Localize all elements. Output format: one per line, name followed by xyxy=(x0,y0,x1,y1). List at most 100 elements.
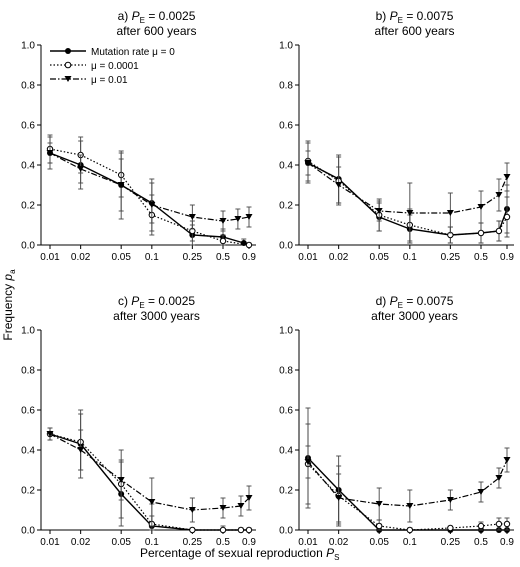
data-point-open-circle xyxy=(495,520,503,528)
x-tick-label: 0.1 xyxy=(403,252,417,263)
y-tick-label: 0.4 xyxy=(21,161,35,172)
data-point-open-circle xyxy=(219,237,227,245)
y-tick-label: 0.2 xyxy=(21,201,35,212)
panel-title: b) PE = 0.0075 xyxy=(376,9,454,25)
data-point-open-circle xyxy=(237,526,245,534)
data-point-open-circle xyxy=(477,522,485,530)
chart-panel-4: 0.0 0.2 0.4 0.6 0.8 1.0 0.01 0.02 0.05 0.1 0.25 0.5… xyxy=(279,294,514,548)
series-1 xyxy=(47,409,252,533)
y-tick-label: 1.0 xyxy=(279,326,293,337)
data-point-filled-triangle xyxy=(148,202,156,208)
legend: Mutation rate μ = 0 μ = 0.0001 μ = 0.01 xyxy=(50,47,175,86)
data-point-open-circle xyxy=(219,526,227,534)
data-point-filled-triangle xyxy=(304,459,312,465)
y-tick-label: 0.4 xyxy=(279,161,293,172)
data-point-filled-triangle xyxy=(234,216,242,222)
data-point-filled-triangle xyxy=(375,208,383,214)
y-tick-label: 0.8 xyxy=(279,81,293,92)
panel-subtitle: after 3000 years xyxy=(371,309,458,323)
y-tick-label: 0.6 xyxy=(279,406,293,417)
x-tick-label: 0.1 xyxy=(145,252,159,263)
x-tick-label: 0.1 xyxy=(403,537,417,548)
x-tick-label: 0.9 xyxy=(242,252,256,263)
x-tick-label: 0.01 xyxy=(298,252,318,263)
y-tick-label: 0.2 xyxy=(279,201,293,212)
x-tick-label: 0.25 xyxy=(441,252,461,263)
data-point-open-circle xyxy=(406,526,414,534)
data-point-open-circle xyxy=(477,229,485,237)
y-tick-label: 0.2 xyxy=(279,486,293,497)
y-tick-label: 0.0 xyxy=(21,526,35,537)
y-tick-label: 0.6 xyxy=(21,121,35,132)
y-tick-label: 0.6 xyxy=(21,406,35,417)
data-point-filled-triangle xyxy=(245,495,253,501)
series-1 xyxy=(47,136,247,246)
series-line xyxy=(307,459,508,507)
legend-label-mu-0: Mutation rate μ = 0 xyxy=(91,47,175,58)
panel-title: c) PE = 0.0025 xyxy=(118,294,195,310)
y-tick-label: 0.8 xyxy=(21,366,35,377)
chart-panel-2: 0.0 0.2 0.4 0.6 0.8 1.0 0.01 0.02 0.05 0.1 0.25 0.5… xyxy=(279,9,514,263)
series-line xyxy=(307,162,508,214)
data-point-filled-triangle xyxy=(77,447,85,453)
data-point-filled-triangle xyxy=(219,218,227,224)
data-point-filled-triangle xyxy=(503,174,511,180)
data-point-filled-triangle xyxy=(219,505,227,511)
series-line xyxy=(307,457,507,531)
x-tick-label: 0.1 xyxy=(145,537,159,548)
x-tick-label: 0.25 xyxy=(183,537,203,548)
series-2 xyxy=(304,423,511,534)
x-tick-label: 0.5 xyxy=(474,252,488,263)
data-point-filled-triangle xyxy=(503,457,511,463)
legend-entry-mu-001: μ = 0.01 xyxy=(50,75,128,86)
x-tick-label: 0.05 xyxy=(369,252,389,263)
chart-panel-1: 0.0 0.2 0.4 0.6 0.8 1.0 0.01 0.02 0.05 0.1 0.25 0.5… xyxy=(21,9,256,263)
series-line xyxy=(307,463,507,531)
legend-marker-filled-triangle xyxy=(64,76,72,82)
data-point-filled-triangle xyxy=(304,160,312,166)
data-point-filled-triangle xyxy=(477,204,485,210)
x-tick-label: 0.25 xyxy=(441,537,461,548)
panel-title: a) PE = 0.0025 xyxy=(118,9,196,25)
data-point-filled-triangle xyxy=(237,503,245,509)
y-axis-title: Frequency pa xyxy=(1,269,17,341)
data-point-filled-triangle xyxy=(77,166,85,172)
data-point-filled-triangle xyxy=(495,475,503,481)
legend-label-mu-00001: μ = 0.0001 xyxy=(91,61,139,72)
x-tick-label: 0.05 xyxy=(111,252,131,263)
data-point-open-circle xyxy=(447,524,454,532)
x-tick-label: 0.02 xyxy=(329,537,349,548)
data-point-open-circle xyxy=(503,213,511,221)
data-point-open-circle xyxy=(495,227,503,235)
legend-entry-mu-0: Mutation rate μ = 0 xyxy=(50,47,175,58)
data-point-open-circle xyxy=(245,241,253,249)
data-point-filled-triangle xyxy=(406,210,414,216)
x-tick-label: 0.02 xyxy=(329,252,349,263)
y-tick-label: 0.0 xyxy=(279,526,293,537)
x-tick-label: 0.9 xyxy=(242,537,256,548)
y-tick-label: 0.0 xyxy=(279,241,293,252)
x-axis-title: Percentage of sexual reproduction PS xyxy=(140,546,339,562)
y-tick-label: 1.0 xyxy=(21,41,35,52)
y-tick-label: 1.0 xyxy=(279,41,293,52)
y-tick-label: 0.6 xyxy=(279,121,293,132)
data-point-filled-triangle xyxy=(245,214,253,220)
data-point-filled-triangle xyxy=(335,495,343,501)
x-tick-label: 0.02 xyxy=(71,537,91,548)
y-tick-label: 0.8 xyxy=(21,81,35,92)
series-line xyxy=(49,433,250,511)
legend-marker-open-circle xyxy=(64,61,72,69)
data-point-filled-triangle xyxy=(46,431,54,437)
x-tick-label: 0.25 xyxy=(183,252,203,263)
y-tick-label: 1.0 xyxy=(21,326,35,337)
data-point-filled-triangle xyxy=(375,501,383,507)
x-tick-label: 0.05 xyxy=(111,537,131,548)
x-tick-label: 0.9 xyxy=(500,537,514,548)
x-tick-label: 0.02 xyxy=(71,252,91,263)
data-point-filled-triangle xyxy=(117,182,125,188)
data-point-filled-triangle xyxy=(477,489,485,495)
data-point-filled-triangle xyxy=(406,503,414,509)
x-tick-label: 0.01 xyxy=(40,252,60,263)
data-point-filled-triangle xyxy=(188,214,196,220)
series-1 xyxy=(305,142,510,244)
